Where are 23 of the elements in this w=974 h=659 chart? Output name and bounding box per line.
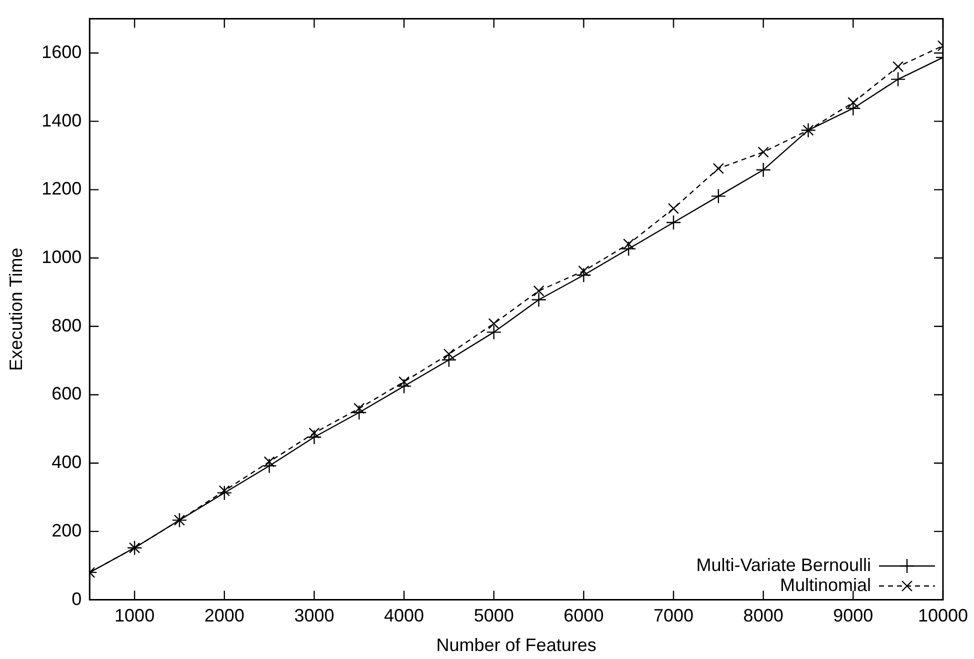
x-tick-label: 4000 (384, 606, 424, 626)
x-tick-label: 10000 (918, 606, 968, 626)
x-tick-label: 5000 (474, 606, 514, 626)
y-tick-label: 0 (72, 588, 82, 609)
y-tick-label: 1000 (42, 247, 82, 268)
y-tick-label: 400 (52, 452, 82, 472)
x-tick-label: 3000 (294, 606, 334, 626)
legend-label: Multi-Variate Bernoulli (696, 555, 871, 576)
x-tick-label: 7000 (653, 606, 694, 626)
y-tick-label: 800 (52, 315, 82, 336)
x-axis-title: Number of Features (436, 635, 596, 656)
y-tick-label: 1200 (42, 178, 82, 199)
x-tick-label: 8000 (743, 606, 784, 626)
y-tick-label: 1600 (42, 42, 82, 62)
y-tick-label: 600 (52, 384, 82, 404)
x-tick-label: 1000 (114, 606, 155, 626)
x-tick-label: 2000 (204, 606, 244, 626)
x-tick-label: 9000 (833, 606, 874, 626)
y-tick-label: 1400 (42, 110, 82, 130)
x-tick-label: 6000 (564, 606, 604, 626)
y-axis-title: Execution Time (6, 248, 26, 371)
legend-label: Multinomial (780, 575, 871, 596)
y-tick-label: 200 (52, 520, 82, 540)
